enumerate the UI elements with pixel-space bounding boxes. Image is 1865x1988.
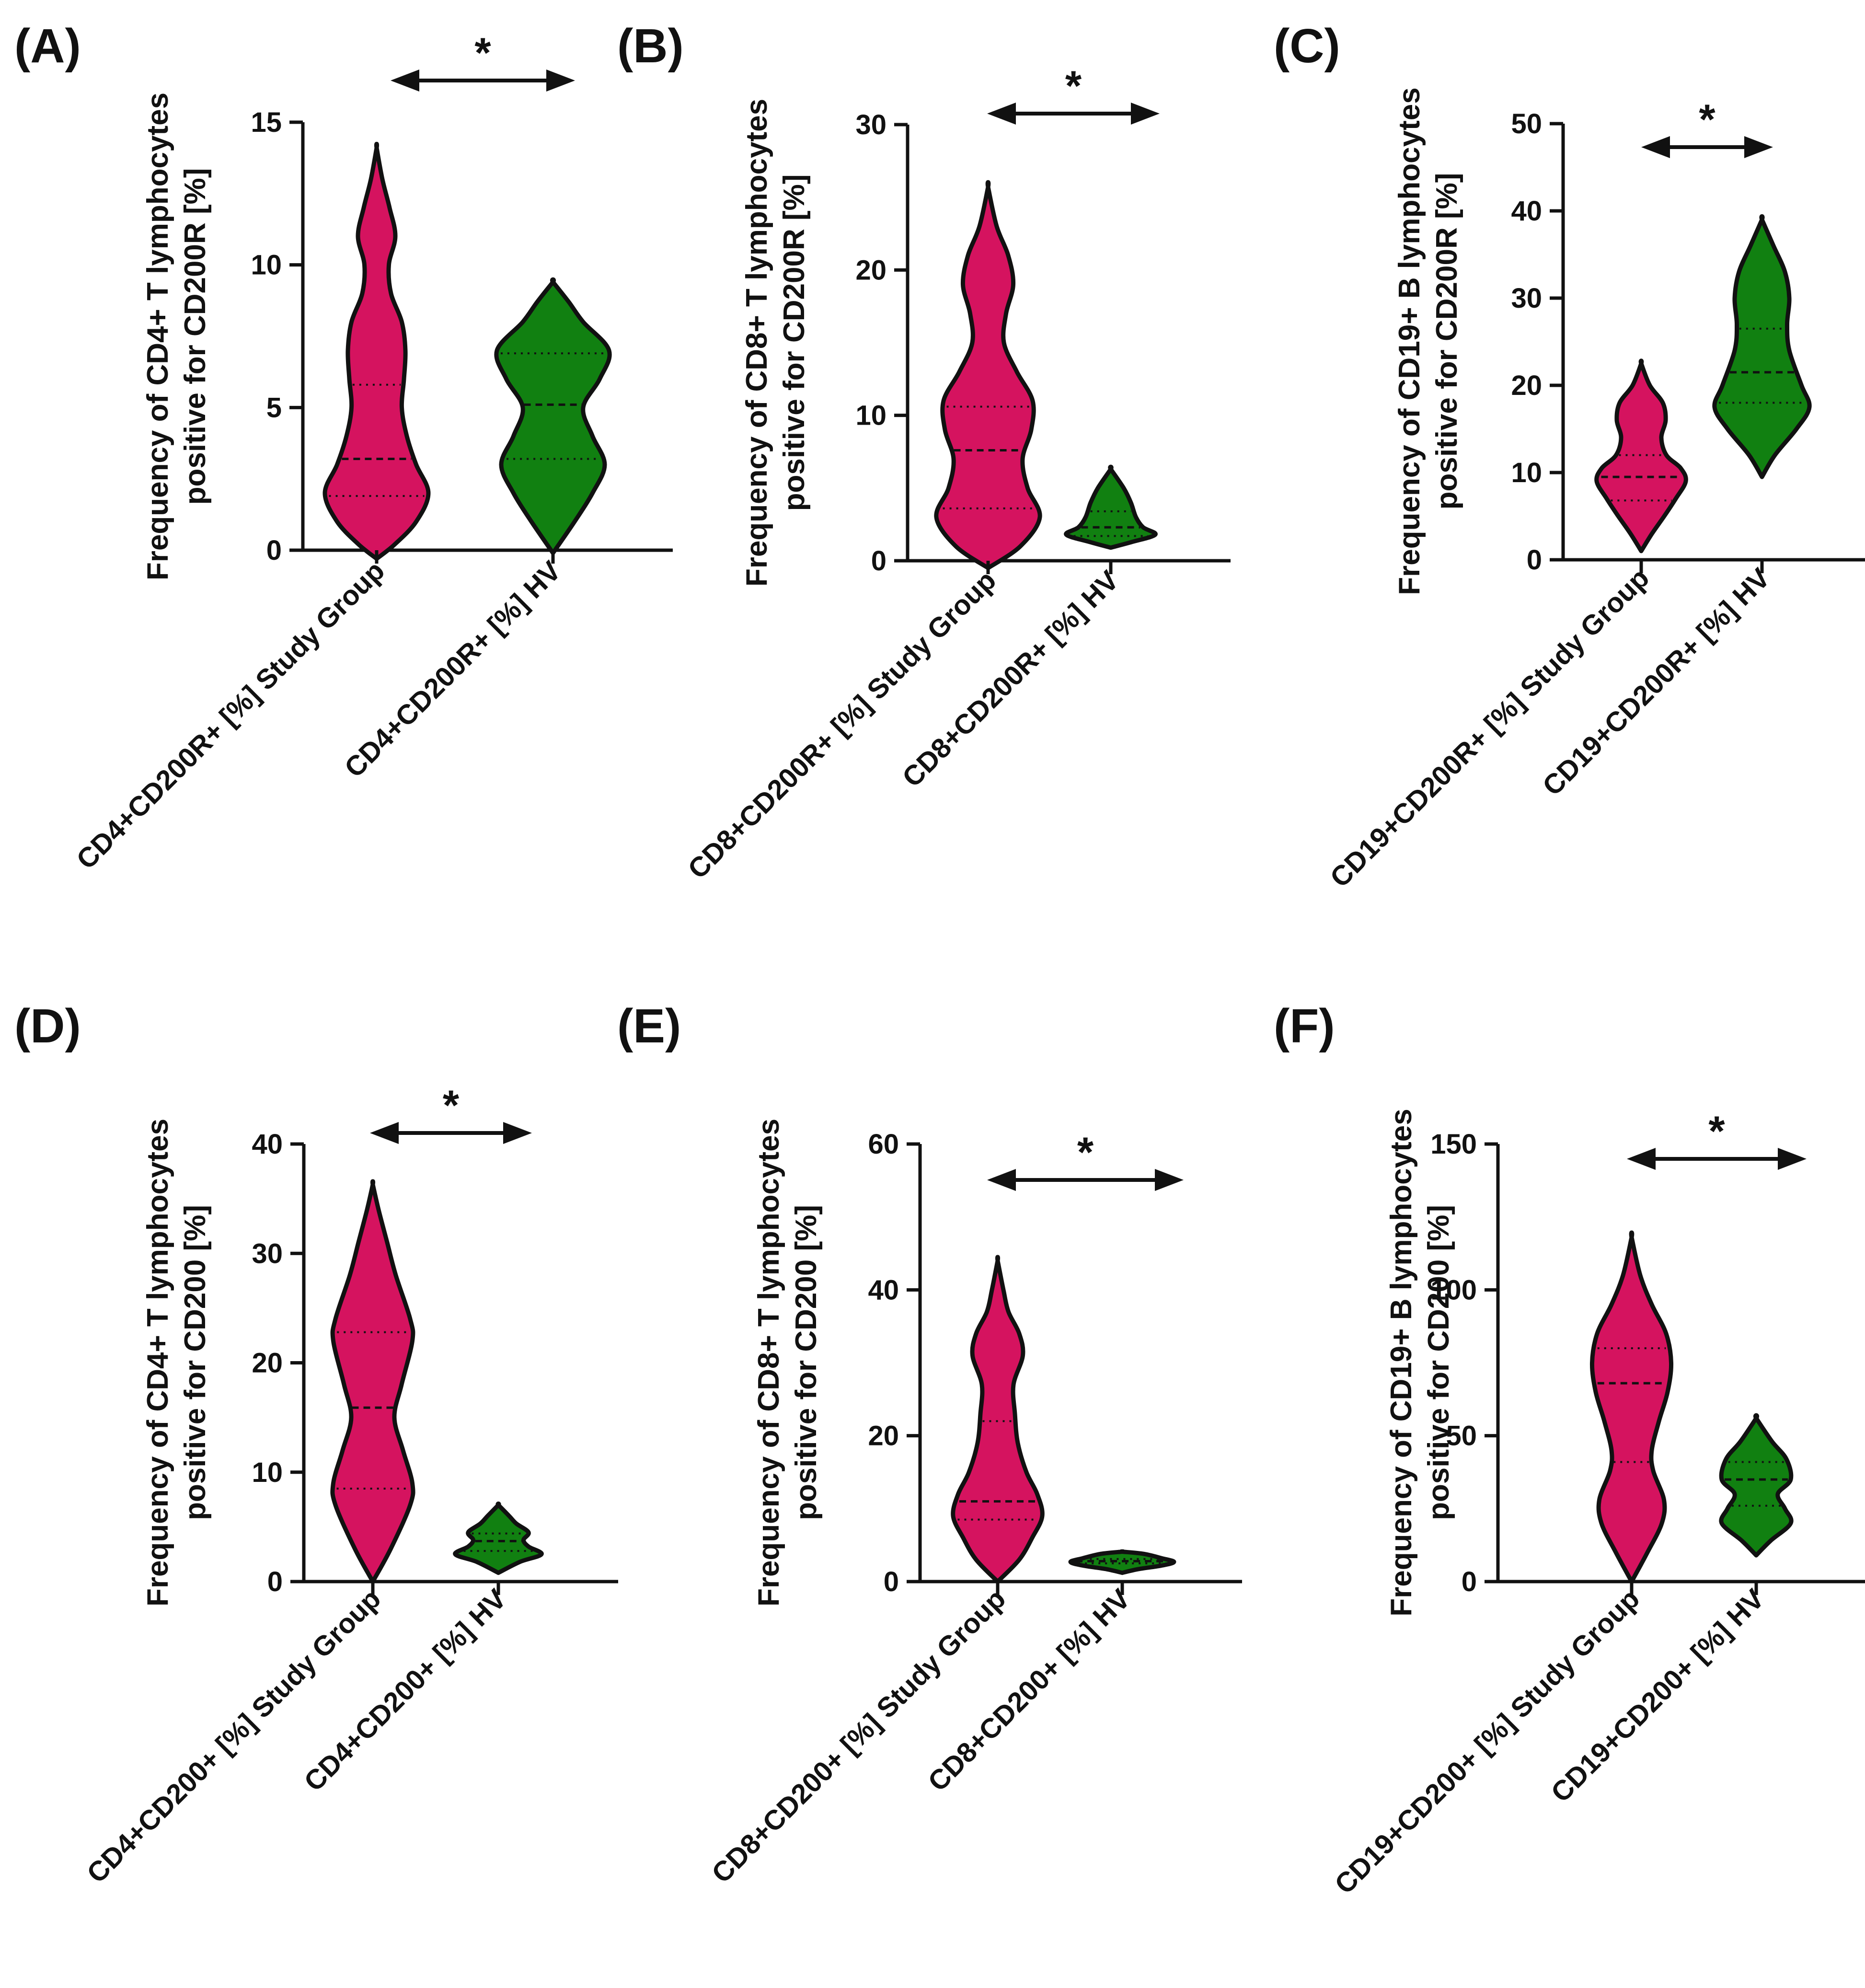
y-tick-label: 60	[868, 1129, 899, 1160]
arrow-head-left	[987, 103, 1016, 125]
violin-hv	[494, 277, 612, 555]
y-axis-title-line: positive for CD200R [%]	[179, 168, 212, 505]
y-tick-label: 10	[855, 400, 886, 431]
violin-hv	[453, 1502, 544, 1575]
y-tick-label: 40	[1511, 196, 1542, 227]
y-axis-title: Frequency of CD4+ T lymphocytes positive …	[141, 1119, 212, 1607]
violin-hv	[1719, 1413, 1794, 1558]
y-tick-label: 10	[251, 250, 282, 281]
arrow-head-left	[1627, 1148, 1656, 1170]
violin-study-group	[322, 141, 431, 561]
y-axis-title: Frequency of CD8+ T lymphocytes positive …	[752, 1119, 823, 1607]
y-tick-label: 50	[1511, 108, 1542, 139]
panel-label: (E)	[617, 999, 681, 1053]
panel-label: (A)	[14, 19, 81, 73]
y-tick-label: 30	[855, 109, 886, 140]
y-axis-title-line: Frequency of CD4+ T lymphocytes	[141, 92, 174, 580]
violin-study-group	[330, 1179, 415, 1584]
y-tick-label: 5	[266, 392, 282, 423]
y-axis-title-line: positive for CD200R [%]	[1430, 173, 1463, 510]
significance-star: *	[1077, 1128, 1094, 1176]
y-axis-title-line: Frequency of CD8+ T lymphocytes	[740, 99, 773, 587]
y-tick-label: 30	[1511, 283, 1542, 314]
y-tick-label: 0	[1527, 544, 1542, 576]
y-tick-label: 10	[1511, 457, 1542, 488]
y-axis-title: Frequency of CD8+ T lymphocytes positive …	[740, 99, 811, 587]
y-tick-label: 0	[884, 1566, 899, 1597]
y-axis-title: Frequency of CD19+ B lymphocytes positive…	[1385, 1109, 1455, 1616]
y-tick-label: 40	[868, 1274, 899, 1306]
y-tick-label: 30	[252, 1238, 283, 1269]
y-tick-label: 40	[252, 1129, 283, 1160]
arrow-head-left	[370, 1122, 399, 1144]
y-axis-title-line: Frequency of CD8+ T lymphocytes	[752, 1119, 785, 1607]
y-axis-title: Frequency of CD19+ B lymphocytes positive…	[1393, 87, 1463, 595]
y-tick-label: 100	[1430, 1274, 1477, 1306]
arrow-head-right	[1131, 103, 1160, 125]
y-axis-title-line: Frequency of CD19+ B lymphocytes	[1393, 87, 1426, 595]
arrow-head-right	[1744, 136, 1773, 158]
violin-study-group	[1594, 358, 1688, 554]
y-tick-label: 0	[266, 535, 282, 566]
significance-star: *	[1708, 1107, 1725, 1155]
panel-label: (B)	[617, 19, 684, 73]
panel-label: (D)	[14, 999, 81, 1053]
y-tick-label: 20	[252, 1348, 283, 1379]
significance-star: *	[1699, 95, 1715, 143]
y-tick-label: 50	[1446, 1421, 1477, 1452]
y-tick-label: 20	[855, 254, 886, 286]
arrow-head-right	[503, 1122, 532, 1144]
violin-study-group	[934, 180, 1042, 570]
arrow-head-right	[1778, 1148, 1807, 1170]
arrow-head-right	[1155, 1169, 1184, 1191]
y-tick-label: 20	[1511, 370, 1542, 401]
panel-label: (F)	[1274, 999, 1335, 1053]
y-axis-title-line: Frequency of CD4+ T lymphocytes	[141, 1119, 174, 1607]
y-tick-label: 10	[252, 1457, 283, 1488]
y-tick-label: 0	[871, 545, 886, 577]
arrow-head-left	[391, 69, 419, 92]
y-tick-label: 150	[1430, 1129, 1477, 1160]
arrow-head-left	[1641, 136, 1670, 158]
significance-star: *	[443, 1081, 460, 1129]
y-axis-title: Frequency of CD4+ T lymphocytes positive …	[141, 92, 212, 580]
violin-study-group	[1589, 1230, 1674, 1584]
y-tick-label: 15	[251, 107, 282, 138]
arrow-head-right	[546, 69, 575, 92]
y-axis-title-line: positive for CD200 [%]	[790, 1205, 823, 1520]
y-axis-title-line: positive for CD200 [%]	[179, 1205, 212, 1520]
significance-star: *	[1065, 62, 1082, 109]
y-axis-title-line: Frequency of CD19+ B lymphocytes	[1385, 1109, 1418, 1616]
y-axis-title-line: positive for CD200 [%]	[1422, 1205, 1455, 1520]
arrow-head-left	[987, 1169, 1016, 1191]
y-tick-label: 0	[267, 1566, 283, 1597]
significance-star: *	[474, 29, 491, 76]
y-tick-label: 20	[868, 1421, 899, 1452]
panel-label: (C)	[1274, 19, 1340, 73]
violin-hv	[1712, 214, 1812, 479]
y-tick-label: 0	[1462, 1566, 1477, 1597]
y-axis-title-line: positive for CD200R [%]	[778, 174, 811, 511]
